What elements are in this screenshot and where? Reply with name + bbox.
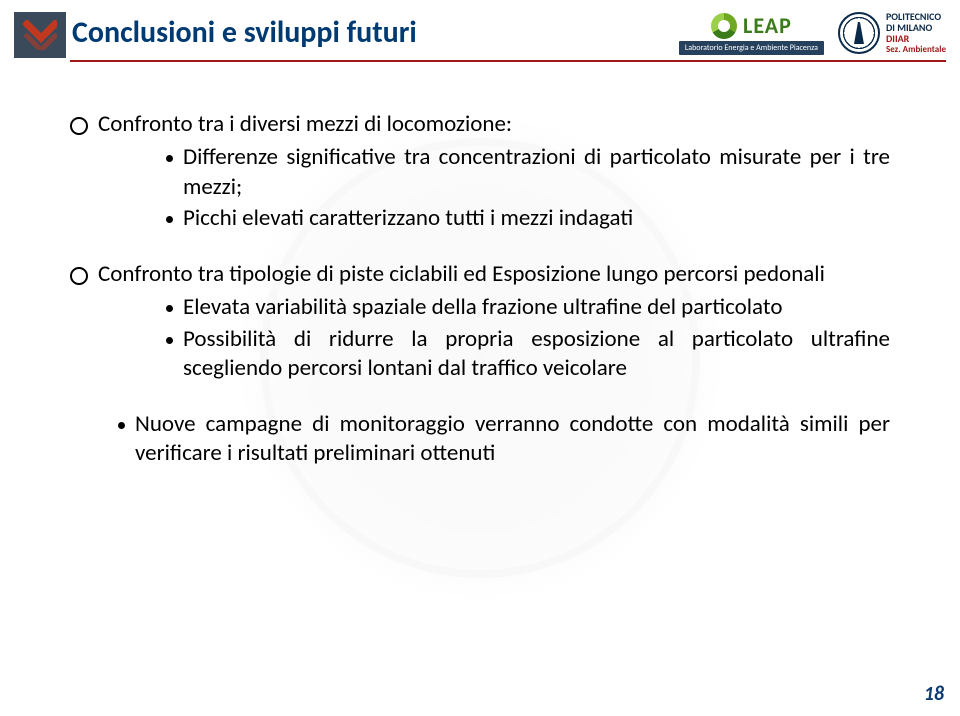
slide-content: Confronto tra i diversi mezzi di locomoz… xyxy=(0,58,960,468)
leap-subtitle: Laboratorio Energia e Ambiente Piacenza xyxy=(679,41,824,55)
leap-word: LEAP xyxy=(743,12,792,39)
bullet-level3: Differenze significative tra concentrazi… xyxy=(166,143,890,202)
spacer xyxy=(70,236,890,260)
circle-bullet-icon xyxy=(70,117,88,135)
dot-bullet-icon xyxy=(166,337,173,344)
polimi-diiar: DIIAR xyxy=(886,34,946,45)
dot-bullet-icon xyxy=(118,422,125,429)
arrow-icon xyxy=(14,12,66,58)
bullet-text: Confronto tra i diversi mezzi di locomoz… xyxy=(98,110,890,139)
leap-logo-top: LEAP xyxy=(711,12,792,39)
logo-strip: LEAP Laboratorio Energia e Ambiente Piac… xyxy=(679,10,946,55)
dot-bullet-icon xyxy=(166,216,173,223)
slide-header: Conclusioni e sviluppi futuri LEAP Labor… xyxy=(0,0,960,58)
bullet-text: Possibilità di ridurre la propria esposi… xyxy=(183,325,890,384)
bullet-text: Nuove campagne di monitoraggio verranno … xyxy=(135,410,890,469)
bullet-text: Picchi elevati caratterizzano tutti i me… xyxy=(183,204,890,233)
bullet-text: Confronto tra tipologie di piste ciclabi… xyxy=(98,260,890,289)
dot-bullet-icon xyxy=(166,155,173,162)
bullet-level1: Confronto tra i diversi mezzi di locomoz… xyxy=(70,110,890,139)
polimi-text: POLITECNICO DI MILANO DIIAR Sez. Ambient… xyxy=(886,12,946,54)
spacer xyxy=(70,386,890,410)
polimi-sez: Sez. Ambientale xyxy=(886,45,946,54)
bullet-text: Differenze significative tra concentrazi… xyxy=(183,143,890,202)
bullet-level2: Nuove campagne di monitoraggio verranno … xyxy=(118,410,890,469)
slide-title: Conclusioni e sviluppi futuri xyxy=(72,10,417,49)
leap-logo: LEAP Laboratorio Energia e Ambiente Piac… xyxy=(679,12,824,55)
polimi-seal-icon xyxy=(838,12,880,54)
polimi-logo: POLITECNICO DI MILANO DIIAR Sez. Ambient… xyxy=(838,12,946,54)
title-wrap: Conclusioni e sviluppi futuri xyxy=(14,10,417,58)
page-number: 18 xyxy=(924,682,944,706)
bullet-level3: Possibilità di ridurre la propria esposi… xyxy=(166,325,890,384)
dot-bullet-icon xyxy=(166,305,173,312)
bullet-level1: Confronto tra tipologie di piste ciclabi… xyxy=(70,260,890,289)
bullet-level3: Picchi elevati caratterizzano tutti i me… xyxy=(166,204,890,233)
bullet-text: Elevata variabilità spaziale della frazi… xyxy=(183,293,890,322)
bullet-level3: Elevata variabilità spaziale della frazi… xyxy=(166,293,890,322)
leap-swirl-icon xyxy=(711,13,737,39)
circle-bullet-icon xyxy=(70,267,88,285)
